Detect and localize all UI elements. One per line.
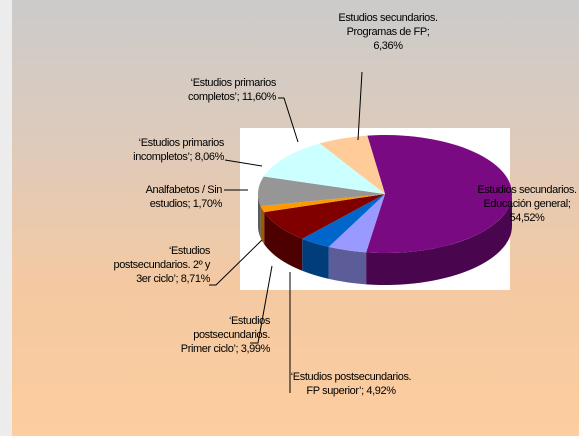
slice-side [302,238,329,279]
slice-side [264,212,303,271]
slice [258,176,385,207]
data-label: ‘Estudios postsecundarios. Primer ciclo’… [180,315,271,355]
data-label: ‘Estudios primarios incompletos’; 8,06% [133,137,224,163]
data-label: Estudios secundarios. Programas de FP; 6… [338,12,438,52]
leader-line [250,265,273,344]
leader-line [209,239,263,286]
slice [260,194,385,213]
slice [366,135,512,254]
leader-line [278,97,299,143]
data-label: ‘Estudios postsecundarios. 2º y 3er cicl… [113,245,210,285]
slice [328,194,385,253]
slice-side [260,206,265,245]
data-label: ‘Estudios postsecundarios. FP superior’;… [290,371,412,397]
slice-side [328,246,367,285]
slice [319,135,385,194]
slice-side [366,194,512,285]
leader-line [357,71,363,141]
slice-side [258,194,261,239]
slice [263,143,385,194]
data-label: Analfabetos / Sin estudios; 1,70% [145,184,223,210]
data-label: ‘Estudios primarios completos’; 11,60% [188,77,276,103]
slice [264,194,385,239]
slice [302,194,385,247]
data-label: Estudios secundarios. Educación general;… [477,184,577,224]
leader-line [224,159,263,167]
